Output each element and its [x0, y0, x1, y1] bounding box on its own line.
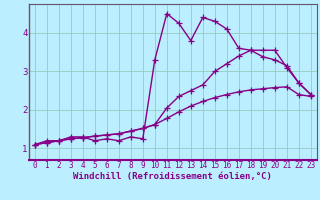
- X-axis label: Windchill (Refroidissement éolien,°C): Windchill (Refroidissement éolien,°C): [73, 172, 272, 181]
